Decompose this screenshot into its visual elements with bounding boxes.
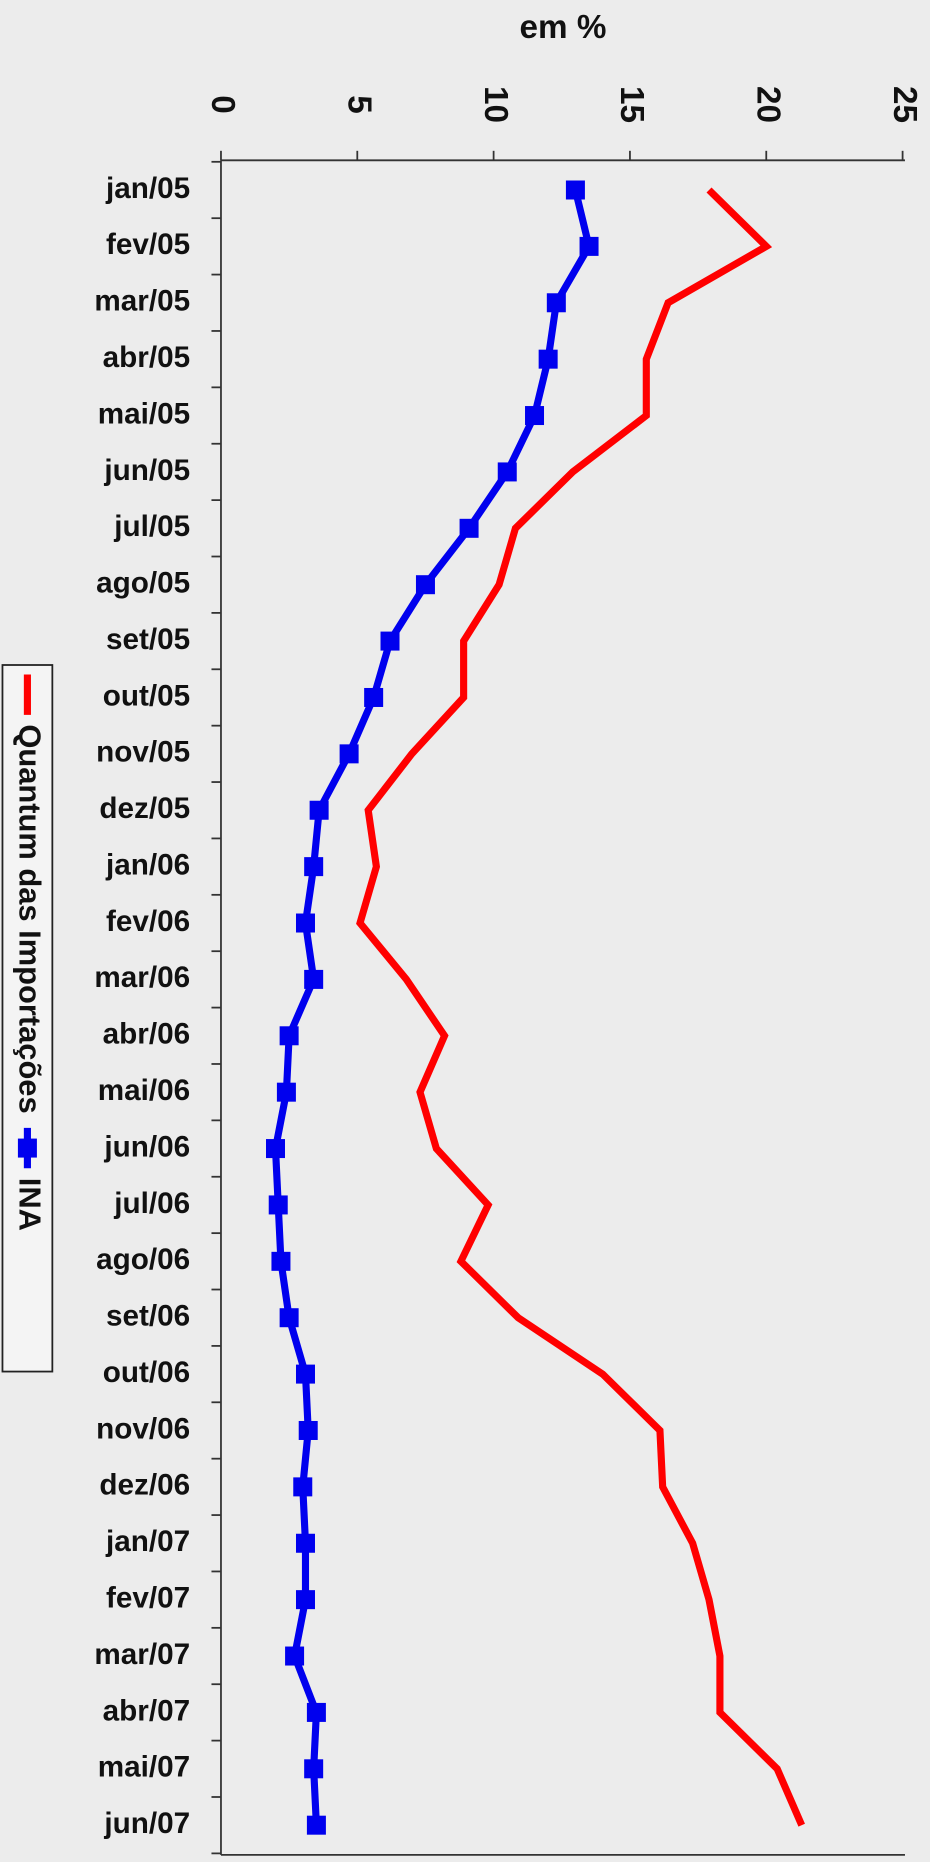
marker [306,1702,326,1722]
marker [298,1420,318,1440]
category-label: abr/07 [103,1694,190,1727]
value-tick-label: 10 [477,86,514,123]
marker [304,969,324,989]
marker [339,744,359,764]
marker [309,800,329,820]
category-label: out/05 [103,679,190,712]
marker [364,687,384,707]
value-tick-label: 25 [886,86,923,123]
category-label: jul/05 [113,510,190,543]
category-label: mai/06 [98,1074,190,1107]
category-label: jun/07 [103,1807,190,1840]
legend-label: Quantum das Importações [12,724,47,1113]
category-label: jan/05 [105,172,190,205]
marker [304,1759,324,1779]
value-tick-label: 0 [204,95,241,114]
marker [276,1082,296,1102]
marker [293,1477,313,1497]
chart-title: em % [520,9,607,46]
marker [546,293,566,313]
legend-label: INA [12,1178,47,1231]
legend [1,664,54,1373]
marker [295,913,315,933]
legend-marker [17,1138,37,1158]
marker [525,406,545,426]
category-label: dez/05 [99,792,190,825]
category-label: jan/07 [105,1525,190,1558]
marker [565,180,585,200]
category-label: jan/06 [105,848,190,881]
category-label: jun/05 [103,454,190,487]
category-label: fev/05 [106,228,190,261]
marker [538,349,558,369]
series-line [356,187,805,1827]
category-label: mar/05 [94,285,190,318]
category-label: fev/07 [106,1581,190,1614]
category-label: out/06 [103,1356,190,1389]
category-label: set/05 [106,623,190,656]
category-label: fev/06 [106,905,190,938]
marker [279,1026,299,1046]
category-label: dez/06 [99,1469,190,1502]
value-tick-label: 20 [749,86,786,123]
marker [579,236,599,256]
category-label: mar/06 [94,961,190,994]
category-label: nov/06 [96,1412,190,1445]
marker [380,631,400,651]
category-label: set/06 [106,1300,190,1333]
marker [459,518,479,538]
category-label: mar/07 [94,1638,190,1671]
marker [268,1195,288,1215]
category-label: ago/06 [96,1243,190,1276]
legend-items: Quantum das Importações INA [12,674,47,1231]
category-label: mai/05 [98,397,190,430]
value-tick-label: 5 [341,95,378,114]
marker [295,1533,315,1553]
marker [285,1646,305,1666]
marker [415,575,435,595]
marker [271,1251,291,1271]
marker [295,1364,315,1384]
category-label: mai/07 [98,1751,190,1784]
marker [306,1815,326,1835]
marker [497,462,517,482]
category-label: abr/05 [103,341,190,374]
value-tick-label: 15 [613,86,650,123]
category-label: nov/05 [96,736,190,769]
marker [265,1139,285,1159]
marker [279,1308,299,1328]
marker [304,857,324,877]
marker [295,1590,315,1610]
category-label: jul/06 [113,1187,190,1220]
category-label: ago/05 [96,567,190,600]
category-label: abr/06 [103,1018,190,1051]
category-label: jun/06 [103,1130,190,1163]
